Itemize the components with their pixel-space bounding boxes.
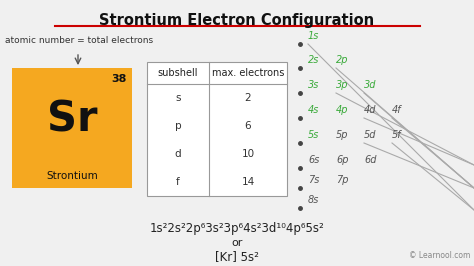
Bar <box>147 62 287 196</box>
Text: subshell: subshell <box>158 68 198 78</box>
Text: 14: 14 <box>241 177 255 187</box>
Text: 4d: 4d <box>364 105 376 115</box>
Text: 3s: 3s <box>308 80 319 90</box>
Text: 6d: 6d <box>364 155 376 165</box>
Text: atomic number = total electrons: atomic number = total electrons <box>5 36 153 45</box>
Bar <box>12 68 132 188</box>
Text: or: or <box>231 238 243 248</box>
Text: 1s²2s²2p⁶3s²3p⁶4s²3d¹⁰4p⁶5s²: 1s²2s²2p⁶3s²3p⁶4s²3d¹⁰4p⁶5s² <box>150 222 324 235</box>
Text: 3p: 3p <box>336 80 348 90</box>
Text: d: d <box>175 149 182 159</box>
Text: 6s: 6s <box>308 155 319 165</box>
Text: 5d: 5d <box>364 130 376 140</box>
Text: p: p <box>175 121 182 131</box>
Text: s: s <box>175 93 181 103</box>
Text: Strontium: Strontium <box>46 171 98 181</box>
Text: 4f: 4f <box>392 105 401 115</box>
Text: © Learnool.com: © Learnool.com <box>409 251 470 260</box>
Text: 2p: 2p <box>336 55 348 65</box>
Text: f: f <box>176 177 180 187</box>
Text: 5s: 5s <box>308 130 319 140</box>
Text: 10: 10 <box>241 149 255 159</box>
Text: 6: 6 <box>245 121 251 131</box>
Text: 1s: 1s <box>308 31 319 41</box>
Text: 3d: 3d <box>364 80 376 90</box>
Text: 4p: 4p <box>336 105 348 115</box>
Text: 2s: 2s <box>308 55 319 65</box>
Text: Strontium Electron Configuration: Strontium Electron Configuration <box>100 13 374 28</box>
Text: [Kr] 5s²: [Kr] 5s² <box>215 250 259 263</box>
Text: max. electrons: max. electrons <box>212 68 284 78</box>
Text: 2: 2 <box>245 93 251 103</box>
Text: 7p: 7p <box>336 175 348 185</box>
Text: 5f: 5f <box>392 130 401 140</box>
Text: 8s: 8s <box>308 195 319 205</box>
Text: 38: 38 <box>111 74 127 84</box>
Text: 6p: 6p <box>336 155 348 165</box>
Text: 4s: 4s <box>308 105 319 115</box>
Text: 7s: 7s <box>308 175 319 185</box>
Text: Sr: Sr <box>47 99 97 141</box>
Text: 5p: 5p <box>336 130 348 140</box>
